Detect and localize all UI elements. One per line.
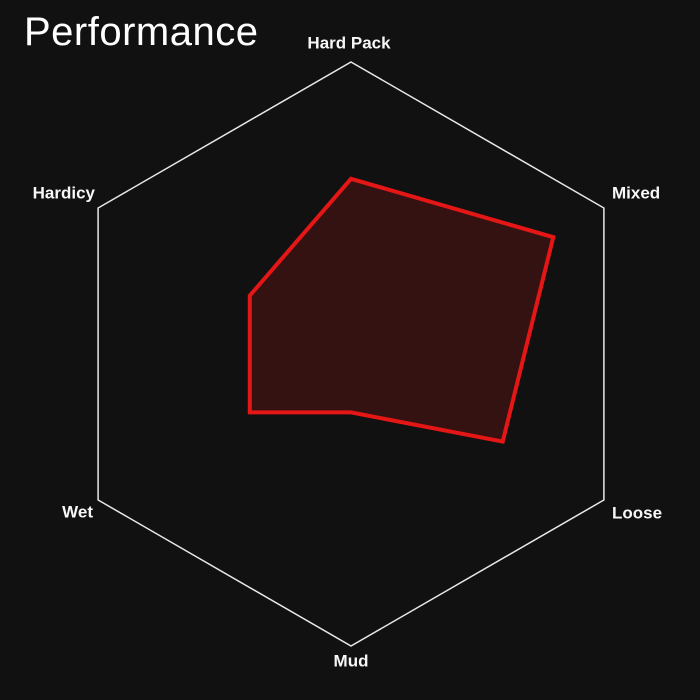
axis-label-mixed: Mixed (612, 183, 661, 203)
radar-grid-hexagon (97, 61, 605, 647)
axis-label-wet: Wet (62, 502, 93, 522)
axis-label-hard-pack: Hard Pack (307, 33, 391, 53)
axis-label-loose: Loose (612, 503, 663, 523)
axis-label-hardicy: Hardicy (32, 183, 95, 203)
axis-label-mud: Mud (333, 651, 369, 671)
chart-title: Performance (24, 10, 259, 54)
radar-data-polygon (247, 176, 556, 444)
